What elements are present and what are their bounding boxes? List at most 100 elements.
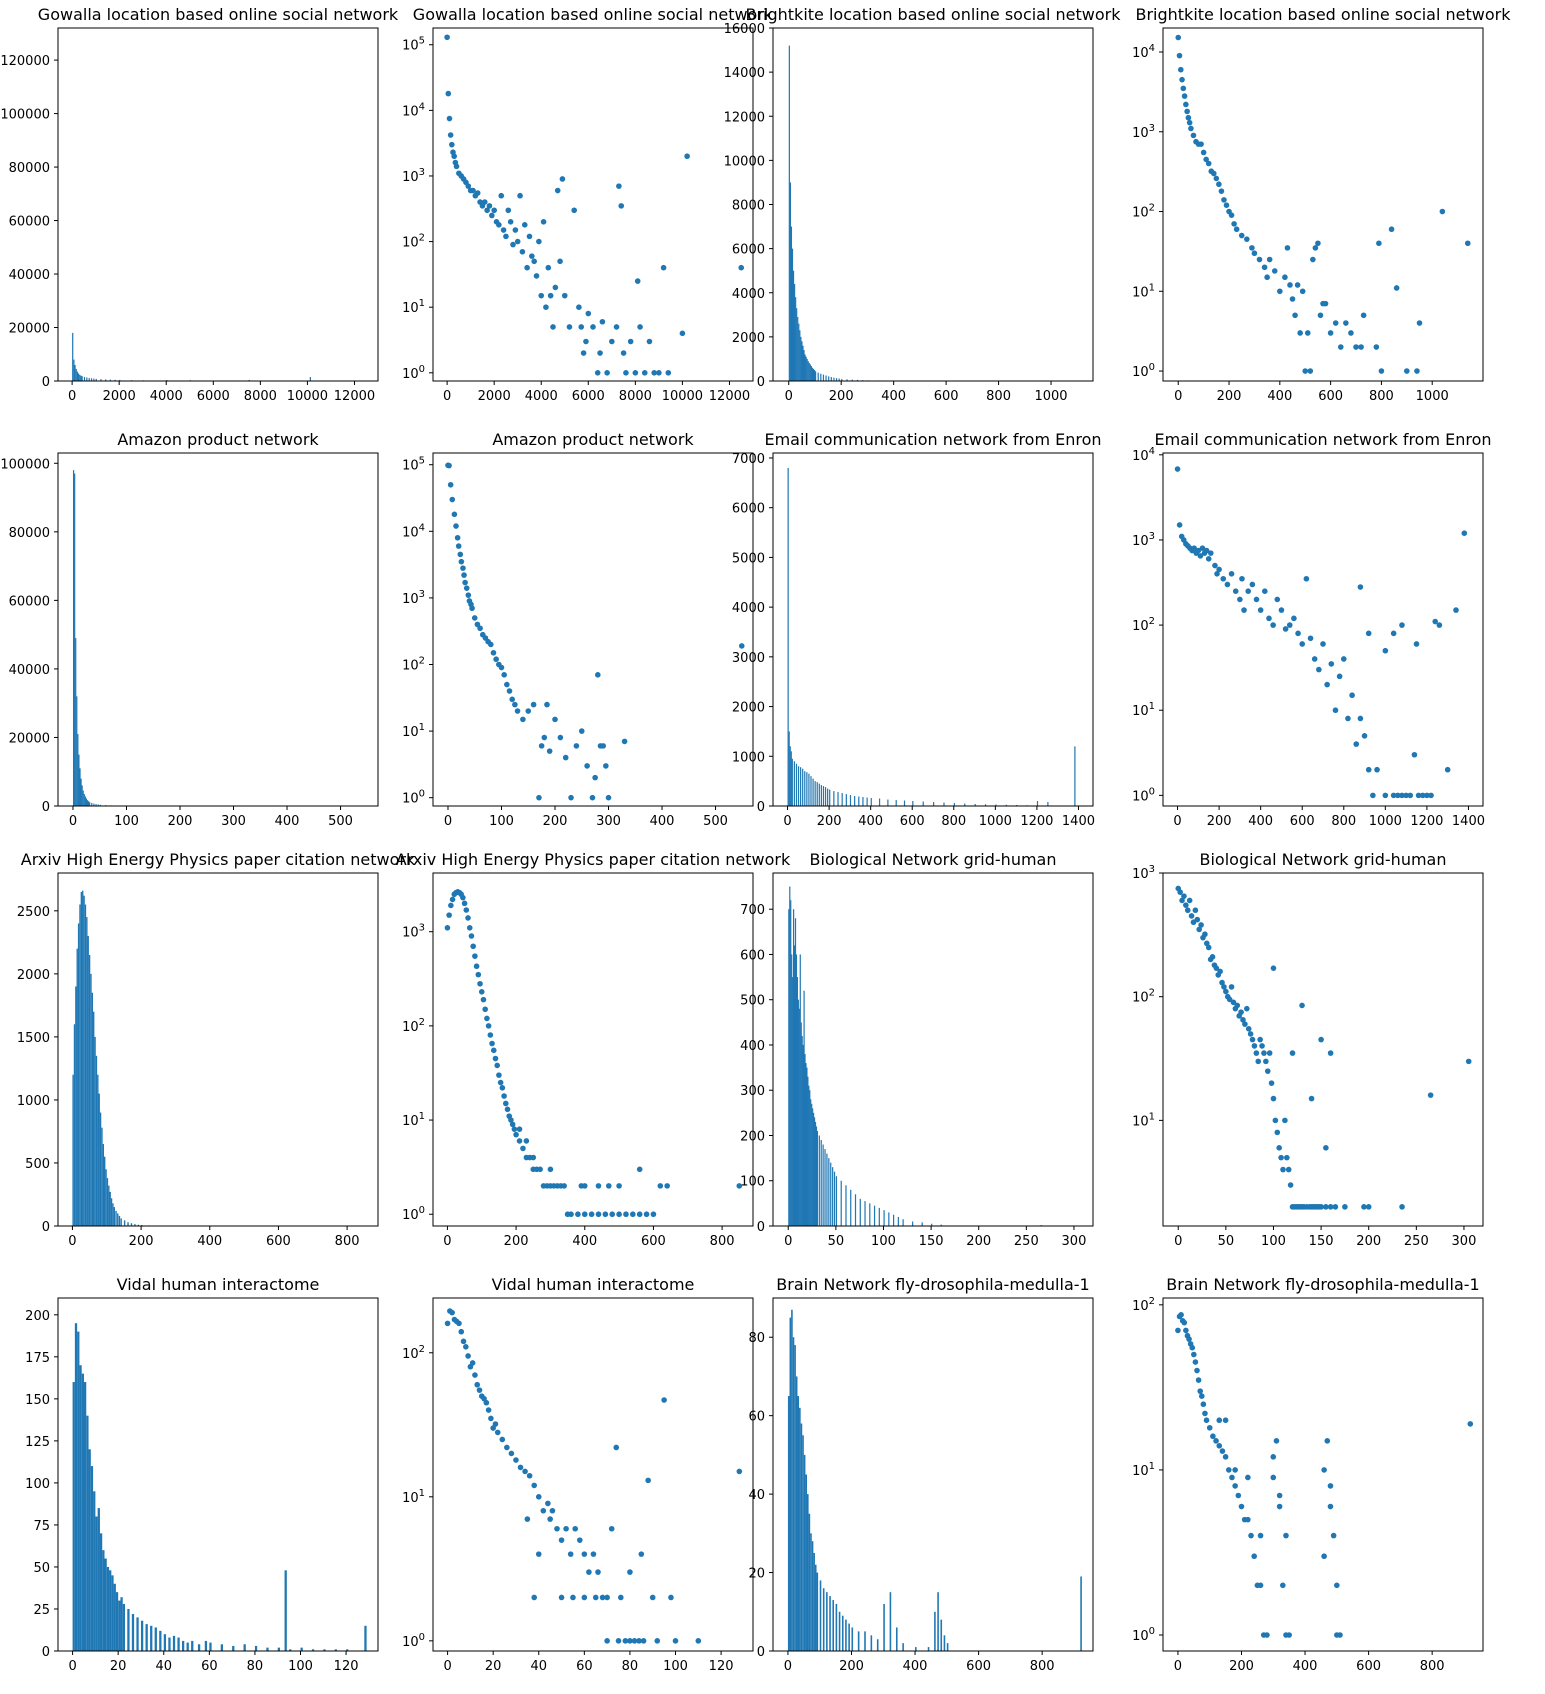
histogram-bar bbox=[789, 1317, 792, 1651]
scatter-point bbox=[1177, 889, 1183, 895]
x-tick-label: 0 bbox=[68, 389, 76, 404]
scatter-point bbox=[679, 330, 686, 337]
histogram-bar bbox=[197, 1644, 201, 1651]
scatter-point bbox=[561, 1183, 567, 1189]
x-tick-label: 120 bbox=[334, 1659, 359, 1674]
scatter-point bbox=[576, 1537, 583, 1543]
scatter-point bbox=[623, 1211, 629, 1218]
scatter-point bbox=[1197, 1388, 1203, 1394]
scatter-point bbox=[1223, 202, 1230, 209]
x-tick-label: 10000 bbox=[287, 389, 328, 404]
scatter-point bbox=[570, 1594, 576, 1601]
histogram-bar bbox=[86, 1415, 89, 1651]
histogram-bar bbox=[974, 804, 976, 806]
histogram-bar bbox=[827, 788, 829, 806]
plot-frame bbox=[772, 27, 1094, 382]
histogram-bar bbox=[74, 364, 76, 381]
scatter-point bbox=[504, 1106, 511, 1113]
chart-title: Gowalla location based online social net… bbox=[38, 5, 399, 24]
y-tick-label: 102 bbox=[402, 1017, 425, 1035]
histogram-bar bbox=[80, 891, 83, 1226]
scatter-point bbox=[1251, 1553, 1258, 1560]
y-tick-label: 100 bbox=[1132, 786, 1155, 804]
y-tick-label: 103 bbox=[1132, 864, 1155, 882]
histogram-bar bbox=[102, 1144, 105, 1226]
y-tick-label: 102 bbox=[1132, 616, 1155, 634]
histogram-bar bbox=[964, 803, 966, 806]
scatter-point bbox=[672, 1638, 679, 1644]
scatter-point bbox=[1241, 607, 1247, 613]
scatter-point bbox=[1424, 792, 1430, 799]
histogram-bar bbox=[822, 1588, 825, 1651]
scatter-point bbox=[1231, 221, 1237, 227]
scatter-point bbox=[645, 1477, 651, 1484]
plot-frame bbox=[432, 27, 754, 382]
scatter-point bbox=[446, 115, 453, 122]
histogram-bar bbox=[806, 1067, 808, 1226]
scatter-point bbox=[1228, 571, 1235, 577]
histogram-bar bbox=[209, 1642, 212, 1651]
scatter-point bbox=[554, 1525, 560, 1532]
chart-title: Brain Network fly-drosophila-medulla-1 bbox=[1166, 1275, 1479, 1294]
histogram-bar bbox=[73, 359, 75, 381]
histogram-bar bbox=[140, 1620, 144, 1651]
scatter-point bbox=[581, 1551, 588, 1557]
scatter-point bbox=[468, 933, 475, 939]
histogram-bar bbox=[833, 377, 835, 381]
histogram-bar bbox=[1036, 801, 1039, 806]
scatter-point bbox=[514, 238, 521, 245]
scatter-point bbox=[1332, 707, 1339, 714]
scatter-point bbox=[1176, 52, 1183, 59]
scatter-point bbox=[490, 1047, 497, 1054]
histogram-bar bbox=[943, 1635, 946, 1651]
x-tick-label: 1400 bbox=[1452, 814, 1485, 829]
histogram-bar bbox=[804, 1054, 806, 1226]
x-tick-label: 600 bbox=[1290, 814, 1315, 829]
histogram-bar bbox=[93, 803, 95, 806]
histogram-bar bbox=[159, 1630, 162, 1651]
scatter-point bbox=[1194, 1367, 1200, 1374]
histogram-bar bbox=[798, 323, 800, 381]
scatter-point bbox=[453, 523, 459, 529]
scatter-point bbox=[449, 141, 455, 148]
scatter-point bbox=[530, 701, 537, 708]
scatter-point bbox=[632, 370, 639, 376]
histogram-bar bbox=[856, 379, 859, 381]
scatter-point bbox=[684, 153, 690, 160]
histogram-bar bbox=[123, 1220, 126, 1226]
scatter-point bbox=[1439, 208, 1446, 215]
scatter-point bbox=[1328, 661, 1335, 667]
scatter-point bbox=[1186, 897, 1193, 904]
histogram-bar bbox=[791, 1309, 793, 1651]
histogram-bar bbox=[805, 356, 807, 381]
scatter-point bbox=[508, 1450, 515, 1457]
histogram-bar bbox=[86, 800, 89, 806]
histogram-bar bbox=[800, 336, 802, 381]
scatter-point bbox=[506, 688, 513, 694]
y-tick-label: 20000 bbox=[9, 322, 50, 337]
y-tick-label: 0 bbox=[42, 800, 50, 815]
histogram-bar bbox=[789, 182, 791, 381]
scatter-point bbox=[1276, 1503, 1283, 1510]
y-tick-label: 0 bbox=[757, 800, 765, 815]
scatter-point bbox=[1399, 792, 1405, 799]
scatter-point bbox=[525, 708, 532, 714]
histogram-bar bbox=[220, 1644, 224, 1651]
histogram-bar bbox=[816, 1130, 819, 1226]
histogram-bar bbox=[98, 1093, 100, 1226]
plot-frame bbox=[57, 1297, 379, 1652]
histogram-bar bbox=[117, 1213, 119, 1226]
x-tick-label: 200 bbox=[829, 389, 854, 404]
scatter-point bbox=[1297, 330, 1303, 336]
y-tick-label: 2500 bbox=[17, 905, 50, 920]
scatter-point bbox=[1316, 666, 1322, 673]
scatter-point bbox=[511, 1126, 518, 1132]
x-tick-label: 800 bbox=[1369, 389, 1394, 404]
scatter-point bbox=[1205, 944, 1212, 951]
scatter-point bbox=[1210, 1433, 1216, 1440]
scatter-point bbox=[1232, 588, 1239, 595]
histogram-bar bbox=[120, 1597, 123, 1651]
scatter-point bbox=[1181, 93, 1188, 99]
scatter-point bbox=[1262, 588, 1268, 595]
x-tick-label: 600 bbox=[966, 1659, 991, 1674]
